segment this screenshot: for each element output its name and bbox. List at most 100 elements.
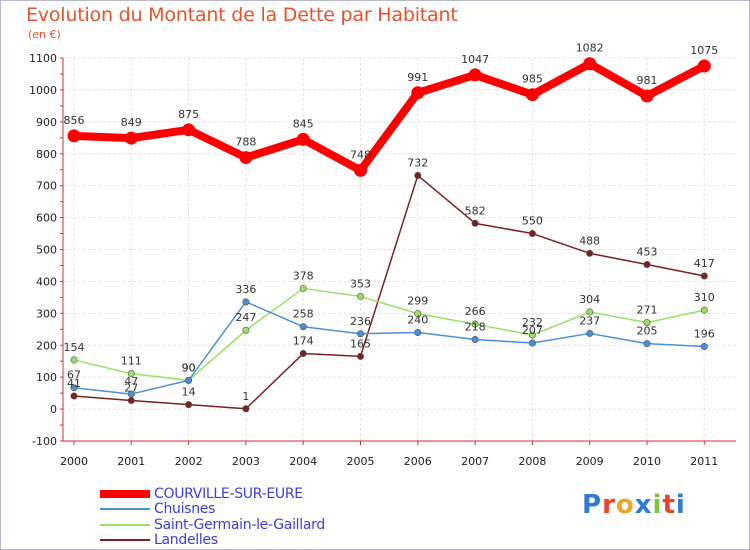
data-label: 207 <box>522 324 543 337</box>
legend: COURVILLE-SUR-EURE Chuisnes Saint-Germain-… <box>100 486 325 548</box>
chart-title: Evolution du Montant de la Dette par Hab… <box>26 4 458 26</box>
data-point <box>643 340 651 348</box>
data-point <box>70 384 78 392</box>
data-label: 218 <box>465 321 486 334</box>
data-label: 304 <box>579 293 600 306</box>
data-label: 550 <box>522 215 543 228</box>
y-tick-label: 600 <box>36 212 57 225</box>
data-point <box>586 329 594 337</box>
data-point <box>185 376 193 384</box>
data-point <box>356 330 364 338</box>
legend-item: Landelles <box>100 532 325 549</box>
data-label: 336 <box>235 283 256 296</box>
data-point <box>182 123 196 137</box>
series-line-1 <box>73 301 705 395</box>
data-label: 27 <box>124 381 138 394</box>
data-label: 310 <box>694 291 715 304</box>
proxiti-logo: Proxiti <box>582 490 686 520</box>
legend-item: COURVILLE-SUR-EURE <box>100 486 325 502</box>
data-point <box>700 272 708 280</box>
legend-swatch <box>100 539 150 542</box>
logo-letter: o <box>615 490 635 520</box>
x-tick-label: 2001 <box>117 455 145 468</box>
legend-label: COURVILLE-SUR-EURE <box>154 485 303 502</box>
data-label: 165 <box>350 337 371 350</box>
legend-label: Landelles <box>154 532 218 549</box>
x-tick-label: 2011 <box>690 455 718 468</box>
data-point <box>299 350 307 358</box>
x-tick-label: 2008 <box>518 455 546 468</box>
data-point <box>185 401 193 409</box>
legend-swatch <box>100 489 150 498</box>
data-label: 41 <box>67 377 81 390</box>
data-label: 196 <box>694 328 715 341</box>
data-point <box>471 336 479 344</box>
data-point <box>239 151 253 165</box>
legend-swatch <box>100 523 150 526</box>
y-tick-label: 700 <box>36 180 57 193</box>
data-label: 453 <box>637 246 658 259</box>
y-tick-label: 200 <box>36 339 57 352</box>
data-point <box>583 57 597 71</box>
y-tick-label: -100 <box>32 435 57 448</box>
data-label: 582 <box>465 204 486 217</box>
data-point <box>356 292 364 300</box>
logo-letter: t <box>662 490 676 520</box>
legend-item: Saint-Germain-le-Gaillard <box>100 517 325 533</box>
data-label: 174 <box>293 335 314 348</box>
data-label: 991 <box>407 71 428 84</box>
data-label: 154 <box>64 341 85 354</box>
x-tick-label: 2009 <box>576 455 604 468</box>
data-label: 845 <box>293 117 314 130</box>
data-label: 237 <box>579 314 600 327</box>
data-label: 1075 <box>690 44 718 57</box>
data-label: 67 <box>67 369 81 382</box>
data-label: 1082 <box>576 42 604 55</box>
data-label: 247 <box>235 311 256 324</box>
data-point <box>356 352 364 360</box>
data-point <box>700 343 708 351</box>
y-tick-label: 500 <box>36 244 57 257</box>
x-tick-label: 2003 <box>232 455 260 468</box>
x-tick-label: 2007 <box>461 455 489 468</box>
data-point <box>640 89 654 103</box>
data-point <box>471 320 479 328</box>
logo-letter: i <box>652 490 663 520</box>
x-tick-label: 2005 <box>347 455 375 468</box>
logo-letter: x <box>634 490 653 520</box>
data-point <box>471 219 479 227</box>
data-label: 378 <box>293 269 314 282</box>
data-point <box>127 370 135 378</box>
data-label: 90 <box>182 361 196 374</box>
y-tick-label: 100 <box>36 371 57 384</box>
series-line-0 <box>73 59 707 175</box>
data-label: 788 <box>235 136 256 149</box>
x-tick-label: 2000 <box>60 455 88 468</box>
data-point <box>411 86 425 100</box>
data-label: 90 <box>182 361 196 374</box>
data-label: 732 <box>407 156 428 169</box>
data-label: 266 <box>465 305 486 318</box>
data-label: 488 <box>579 234 600 247</box>
data-point <box>414 310 422 318</box>
logo-letter: i <box>675 490 686 520</box>
y-unit-label: (en €) <box>28 28 61 41</box>
data-label: 14 <box>182 386 196 399</box>
data-point <box>354 163 367 177</box>
y-tick-label: 300 <box>36 307 57 320</box>
data-label: 232 <box>522 316 543 329</box>
y-tick-label: 1000 <box>29 84 57 97</box>
data-label: 47 <box>124 375 138 388</box>
data-label: 299 <box>407 295 428 308</box>
data-label: 985 <box>522 73 543 86</box>
series-line-3 <box>73 174 705 410</box>
logo-letter: r <box>602 490 616 520</box>
data-point <box>70 356 78 364</box>
data-point <box>414 171 422 179</box>
x-tick-label: 2004 <box>289 455 317 468</box>
data-label: 1047 <box>461 53 489 66</box>
data-point <box>127 390 135 398</box>
data-point <box>586 308 594 316</box>
data-label: 111 <box>121 355 142 368</box>
data-point <box>700 306 708 314</box>
